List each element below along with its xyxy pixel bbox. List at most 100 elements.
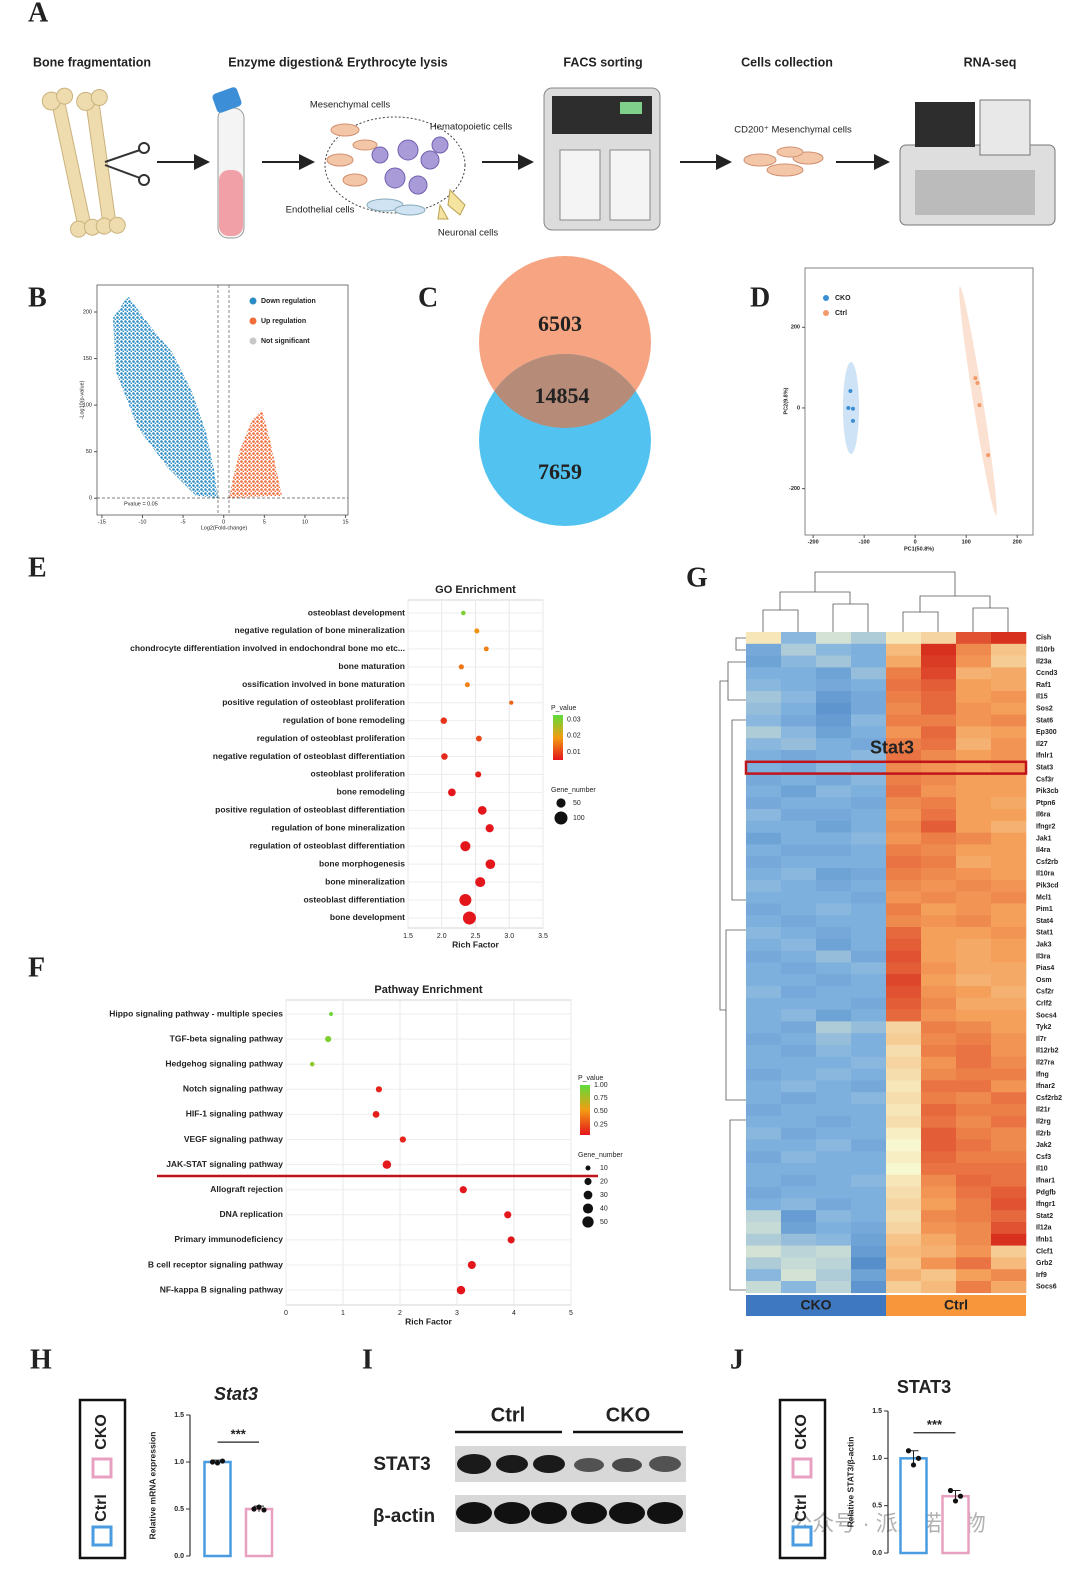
heat-cell [991,868,1027,881]
heat-cell [991,761,1027,774]
heat-cell [781,1198,817,1211]
heat-cell [991,702,1027,715]
gene-label: Sos2 [1036,706,1053,713]
gene-label: Mcl1 [1036,894,1052,901]
heat-cell [781,927,817,940]
heat-cell [746,1009,782,1022]
color-title: P_value [578,1075,603,1082]
heat-cell [921,643,957,656]
replicate [256,1504,262,1510]
heat-cell [921,761,957,774]
dendrogram [832,603,869,632]
heat-cell [886,1174,922,1187]
color-tick-label: 1.00 [594,1082,608,1089]
venn-count: 6503 [538,311,582,336]
heat-cell [991,856,1027,869]
point [975,380,980,385]
heat-cell [886,1115,922,1128]
heat-cell [956,667,992,680]
heat-cell [991,1115,1027,1128]
heat-cell [886,844,922,857]
heat-cell [921,1139,957,1152]
heat-cell [886,797,922,810]
heat-cell [746,1080,782,1093]
color-title: P_value [551,705,576,712]
heat-cell [746,1210,782,1223]
gene-label: Ptpn6 [1036,800,1056,807]
heat-cell [851,820,887,833]
heat-cell [851,1104,887,1117]
cell-label: Hematopoietic cells [430,122,513,133]
legend-marker [823,310,829,316]
threshold-label: Pvalue = 0.05 [124,501,158,507]
legend-box [778,1398,827,1560]
heat-cell [956,856,992,869]
heat-cell [921,844,957,857]
heat-cell [886,950,922,963]
heat-cell [956,1269,992,1282]
heat-cell [851,1021,887,1034]
heat-cell [816,809,852,822]
heat-cell [746,1151,782,1164]
heat-cell [746,726,782,739]
heat-cell [746,1021,782,1034]
heat-cell [781,1127,817,1140]
heat-cell [781,903,817,916]
heat-cell [746,1186,782,1199]
heat-cell [886,1198,922,1211]
gene-label: Csf2rb [1036,859,1058,866]
heat-cell [746,1056,782,1069]
color-bar [580,1085,590,1135]
heat-cell [746,903,782,916]
dendrogram [725,929,746,1101]
heat-cell [921,903,957,916]
chart-title: Stat3 [214,1384,258,1404]
heat-cell [746,785,782,798]
heat-cell [816,1068,852,1081]
heat-cell [921,1257,957,1270]
heat-cell [956,643,992,656]
heat-cell [886,997,922,1010]
replicate [219,1458,226,1464]
heat-cell [886,1009,922,1022]
heat-cell [851,1092,887,1105]
heat-cell [921,1174,957,1187]
heat-cell [921,915,957,928]
heat-cell [816,1056,852,1069]
heat-cell [886,1163,922,1176]
heat-cell [956,1281,992,1294]
heat-cell [921,726,957,739]
heat-cell [956,974,992,987]
heat-cell [851,655,887,668]
heat-cell [746,1127,782,1140]
dot [382,1160,392,1169]
heat-cell [781,773,817,786]
legend-label: Ctrl [93,1494,110,1522]
x-axis-label: Log2(Fold-change) [201,525,248,531]
heat-cell [816,1245,852,1258]
gene-label: Ifngr2 [1036,824,1056,831]
heat-cell [991,1210,1027,1223]
heat-cell [956,1186,992,1199]
heat-cell [956,903,992,916]
point [973,376,978,381]
step-title: Bone fragmentation [33,55,151,69]
heat-cell [886,1151,922,1164]
heat-cell [781,809,817,822]
blot-protein: STAT3 [373,1454,430,1475]
heat-cell [956,986,992,999]
heat-cell [746,1281,782,1294]
heat-cell [851,1233,887,1246]
category-label: TGF-beta signaling pathway [170,1033,284,1043]
heat-cell [746,1104,782,1117]
group-bar [746,1295,886,1316]
y-tick-label: 200 [791,325,800,331]
replicate [261,1507,267,1513]
dot [309,1061,315,1067]
heat-cell [851,643,887,656]
heat-cell [956,1033,992,1046]
dot [475,877,486,888]
gene-label: Il12a [1036,1225,1052,1232]
venn-count: 7659 [538,459,582,484]
heat-cell [816,1233,852,1246]
